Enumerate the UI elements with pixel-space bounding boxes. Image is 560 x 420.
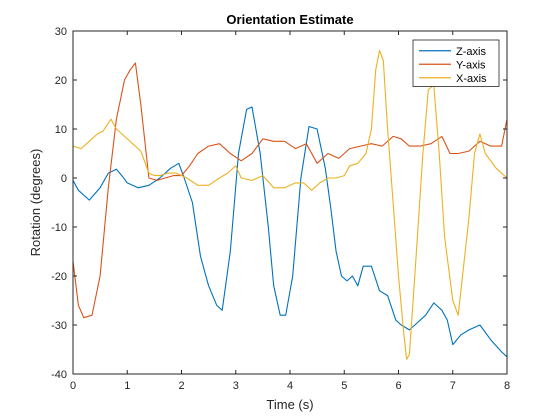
y-axis-label: Rotation (degrees): [28, 149, 43, 257]
series-line-z-axis: [72, 106, 508, 358]
plot-area: [73, 31, 507, 374]
x-axis-label: Time (s): [266, 397, 313, 412]
legend-label: Y-axis: [456, 59, 486, 71]
series-line-x-axis: [72, 50, 508, 360]
y-tick-label: -10: [51, 222, 67, 234]
legend-label: Z-axis: [456, 46, 486, 58]
x-tick-label: 0: [70, 380, 76, 392]
x-tick-label: 8: [504, 380, 510, 392]
x-tick-label: 1: [124, 380, 130, 392]
legend-box: [412, 39, 500, 87]
series-layer: [72, 50, 508, 360]
series-line-y-axis: [72, 62, 508, 319]
y-tick-label: -30: [51, 320, 67, 332]
x-tick-label: 5: [341, 380, 347, 392]
y-tick-label: 0: [61, 173, 67, 185]
y-tick-label: 10: [55, 124, 67, 136]
chart-title: Orientation Estimate: [226, 12, 353, 27]
y-tick-label: -20: [51, 271, 67, 283]
x-tick-label: 3: [233, 380, 239, 392]
y-tick-label: 30: [55, 26, 67, 38]
ticks-layer: 0 1 2 3 4 5 6 7 8 30 20 10 0 -10 -20 -30 -40: [51, 26, 510, 392]
x-tick-label: 4: [287, 380, 293, 392]
y-tick-label: -40: [51, 369, 67, 381]
x-tick-label: 7: [450, 380, 456, 392]
y-tick-label: 20: [55, 75, 67, 87]
legend-label: X-axis: [456, 73, 487, 85]
x-tick-label: 6: [395, 380, 401, 392]
x-tick-label: 2: [178, 380, 184, 392]
